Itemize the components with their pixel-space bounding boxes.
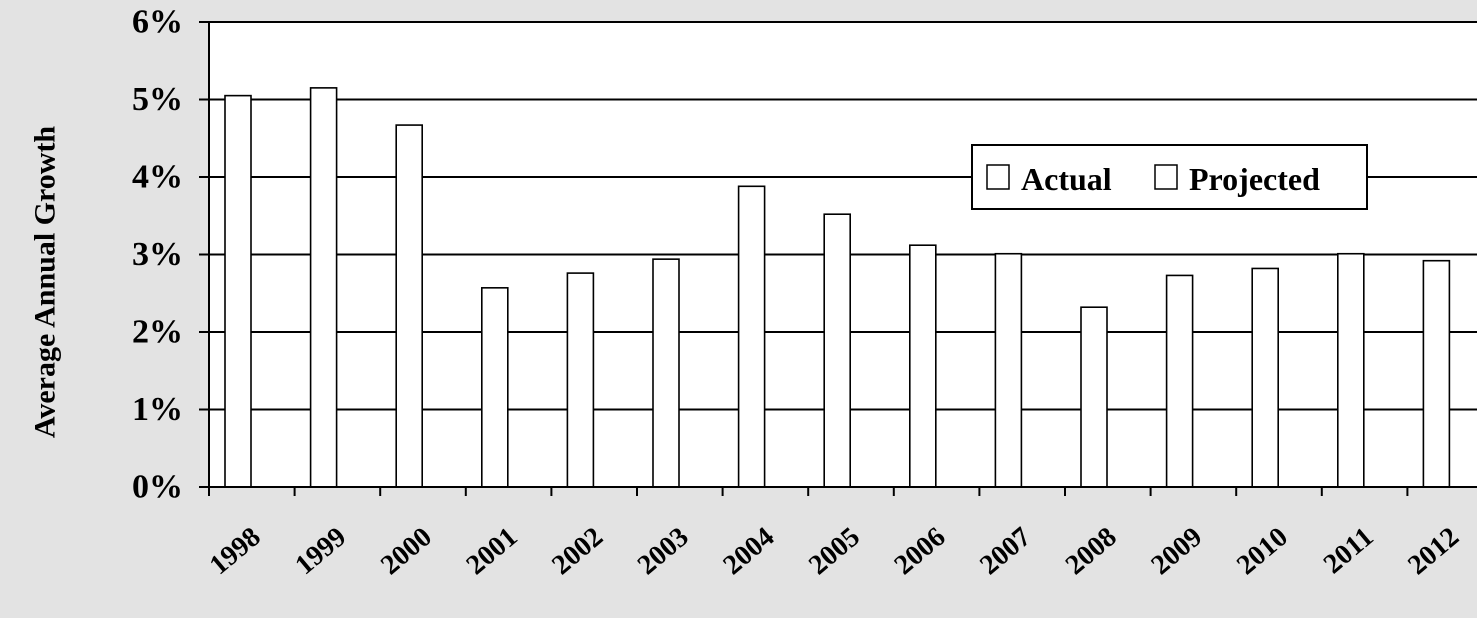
x-tick-label: 2008 xyxy=(1060,521,1123,581)
x-tick-label: 2001 xyxy=(461,521,524,581)
y-tick-label: 0% xyxy=(132,469,183,506)
x-tick-label: 2011 xyxy=(1318,521,1380,580)
bar-2001 xyxy=(480,287,509,488)
y-tick-label: 5% xyxy=(132,81,183,118)
x-tick-label: 2012 xyxy=(1402,521,1465,581)
x-tick-label: 2002 xyxy=(546,521,609,581)
bar-2005 xyxy=(823,213,852,488)
bar-2010 xyxy=(1251,267,1279,488)
x-tick-label: 2004 xyxy=(717,521,780,581)
x-tick-label: 2003 xyxy=(632,521,695,581)
x-tick-label: 2005 xyxy=(803,521,866,581)
bar-2011 xyxy=(1337,252,1365,488)
bar-2003 xyxy=(652,258,680,488)
y-tick-label: 6% xyxy=(132,4,183,41)
bar-2006 xyxy=(908,244,937,488)
bar-2012 xyxy=(1422,259,1451,488)
x-tick-labels: 1998 1999 2000 2001 2002 2003 2004 2005 2006 2007… xyxy=(204,521,1465,581)
y-tick-labels: 0% 1% 2% 3% 4% 5% 6% xyxy=(132,4,183,506)
bar-2004 xyxy=(737,185,766,488)
axes xyxy=(199,21,1477,496)
y-axis-title: Average Annual Growth xyxy=(29,126,62,439)
x-tick-label: 1999 xyxy=(289,521,352,581)
y-tick-label: 4% xyxy=(132,159,183,196)
bar-2002 xyxy=(566,272,595,488)
legend-swatch-actual xyxy=(986,164,1010,190)
bar-1999 xyxy=(309,87,338,488)
bar-2000 xyxy=(395,124,424,488)
x-tick-label: 2000 xyxy=(375,521,438,581)
legend-swatch-projected xyxy=(1154,164,1178,190)
bar-2008 xyxy=(1080,306,1108,488)
y-tick-label: 3% xyxy=(132,236,183,273)
x-tick-label: 2006 xyxy=(889,521,952,581)
x-tick-label: 1998 xyxy=(204,521,267,581)
bar-1998 xyxy=(224,94,252,488)
x-tick-label: 2009 xyxy=(1145,521,1208,581)
y-tick-label: 1% xyxy=(132,391,183,428)
bar-2009 xyxy=(1165,274,1194,488)
legend: Actual Projected xyxy=(971,144,1368,210)
gridlines xyxy=(209,21,1477,411)
legend-label-actual: Actual xyxy=(1021,161,1112,197)
bar-2007 xyxy=(994,252,1023,488)
x-tick-label: 2007 xyxy=(974,521,1037,581)
y-tick-label: 2% xyxy=(132,314,183,351)
x-tick-label: 2010 xyxy=(1231,521,1294,581)
legend-label-projected: Projected xyxy=(1189,161,1320,197)
bars xyxy=(224,87,1451,488)
